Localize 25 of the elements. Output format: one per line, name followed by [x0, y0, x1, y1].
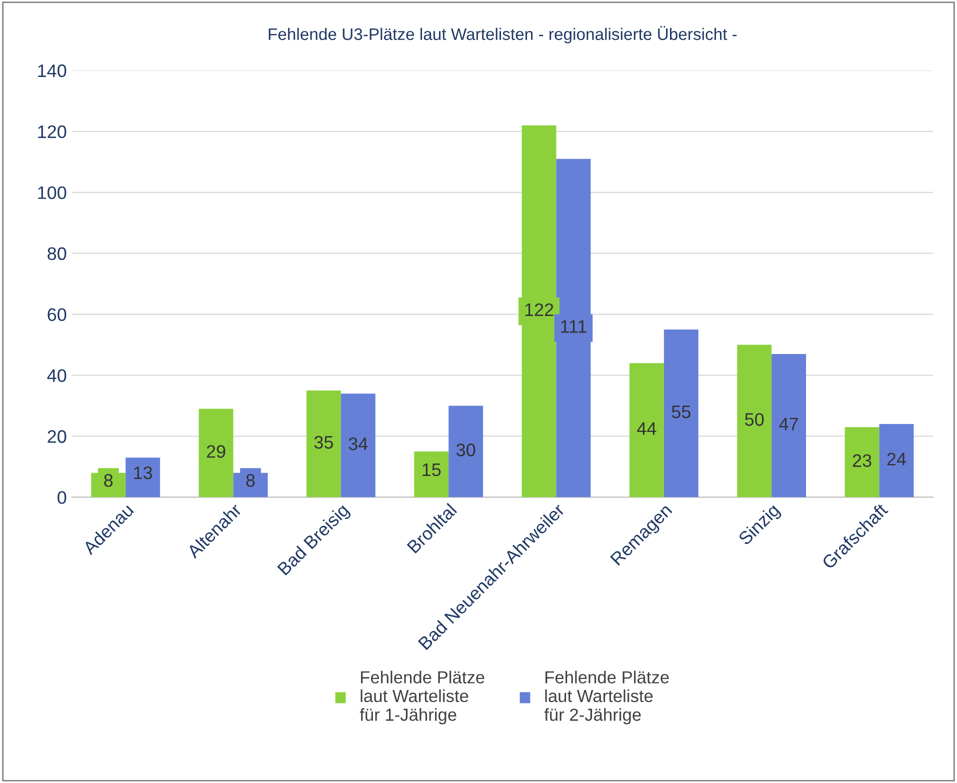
data-label: 122 [525, 303, 554, 316]
chart-title: Fehlende U3-Plätze laut Wartelisten - regionalisierte Übersicht - [268, 26, 737, 44]
data-label: 50 [745, 413, 764, 426]
y-tick-label: 80 [48, 247, 66, 260]
y-tick-label: 60 [48, 308, 66, 322]
data-label: 13 [134, 466, 152, 480]
data-label: 47 [779, 418, 798, 430]
data-label: 35 [314, 436, 333, 449]
data-label: 29 [206, 445, 226, 458]
data-label: 23 [852, 454, 872, 467]
y-tick-label: 0 [58, 491, 66, 504]
legend-label: Fehlende Plätze laut Warteliste für 2-Jährige [544, 670, 669, 724]
y-tick-label: 40 [47, 369, 66, 382]
data-label: 55 [672, 406, 690, 418]
data-label: 34 [348, 437, 368, 450]
y-tick-label: 20 [48, 430, 66, 443]
y-tick-label: 140 [38, 64, 66, 78]
data-label: 111 [561, 320, 586, 333]
data-label: 15 [422, 464, 441, 476]
y-tick-label: 120 [38, 125, 66, 138]
data-label: 30 [456, 444, 476, 456]
y-tick-label: 100 [38, 186, 66, 200]
data-label: 44 [637, 422, 656, 435]
legend-label: Fehlende Plätze laut Warteliste für 1-Jährige [360, 670, 484, 724]
data-label: 24 [887, 452, 906, 466]
